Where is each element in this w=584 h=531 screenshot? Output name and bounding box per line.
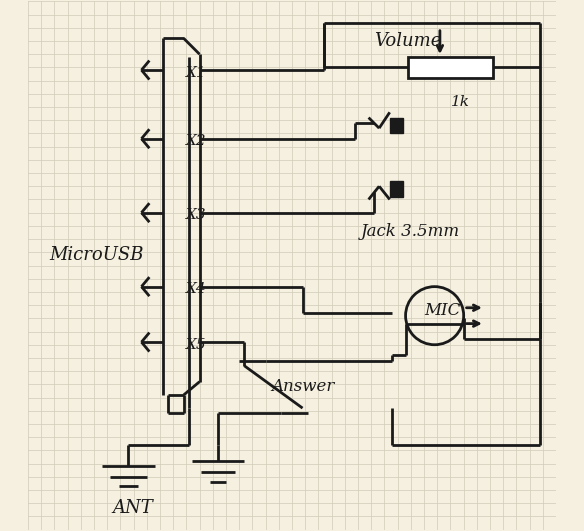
Text: X4: X4 <box>186 282 207 296</box>
Text: X3: X3 <box>186 208 207 222</box>
Text: MicroUSB: MicroUSB <box>49 246 144 264</box>
Text: X1: X1 <box>186 66 207 80</box>
FancyBboxPatch shape <box>408 57 493 78</box>
Text: X5: X5 <box>186 338 207 352</box>
Text: 1k: 1k <box>450 95 470 109</box>
Text: Answer: Answer <box>271 379 334 396</box>
Text: Jack 3.5mm: Jack 3.5mm <box>361 222 460 239</box>
Bar <box>390 181 403 197</box>
Text: ANT: ANT <box>112 500 153 518</box>
Bar <box>390 117 403 133</box>
Text: Volume: Volume <box>374 32 442 50</box>
Text: MIC: MIC <box>424 302 460 319</box>
Text: X2: X2 <box>186 134 207 148</box>
